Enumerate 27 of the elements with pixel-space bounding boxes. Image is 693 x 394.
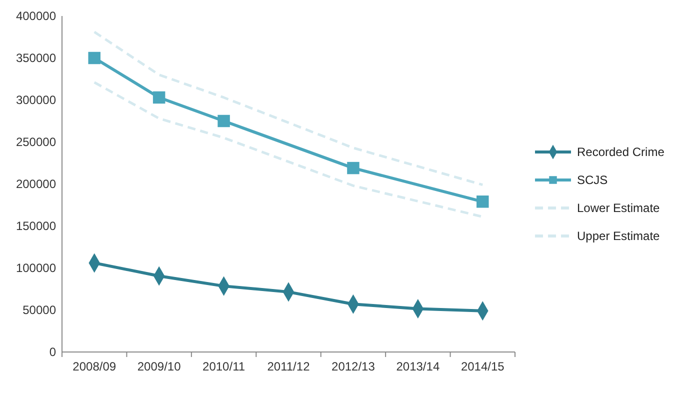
line-series: [93, 81, 484, 218]
x-tick-label: 2012/13: [332, 360, 376, 374]
point: [476, 196, 489, 208]
line-series: [93, 30, 484, 186]
legend-label: Upper Estimate: [577, 229, 660, 243]
x-tick-label: 2014/15: [460, 360, 505, 374]
x-tick-label: 2008/09: [72, 360, 116, 374]
y-tick-label: 0: [49, 344, 56, 359]
y-tick-label: 200000: [16, 176, 56, 191]
legend-label: Lower Estimate: [577, 201, 660, 215]
y-tick-label: 250000: [16, 134, 56, 149]
y-tick-label: 150000: [16, 218, 56, 233]
point: [88, 52, 100, 64]
y-tick-label: 350000: [16, 50, 56, 65]
point: [152, 91, 166, 104]
x-tick-label: 2013/14: [396, 360, 440, 374]
y-tick-label: 100000: [16, 260, 56, 275]
legend-label: Recorded Crime: [577, 145, 665, 159]
x-tick-label: 2011/12: [267, 360, 310, 374]
x-tick-label: 2009/10: [137, 360, 182, 374]
y-tick-label: 300000: [16, 92, 56, 107]
y-tick-label: 400000: [16, 8, 56, 23]
legend-label: SCJS: [577, 173, 608, 187]
y-tick-label: 50000: [22, 302, 56, 317]
point: [347, 162, 360, 174]
x-tick-label: 2010/11: [202, 360, 246, 374]
point: [218, 114, 230, 128]
